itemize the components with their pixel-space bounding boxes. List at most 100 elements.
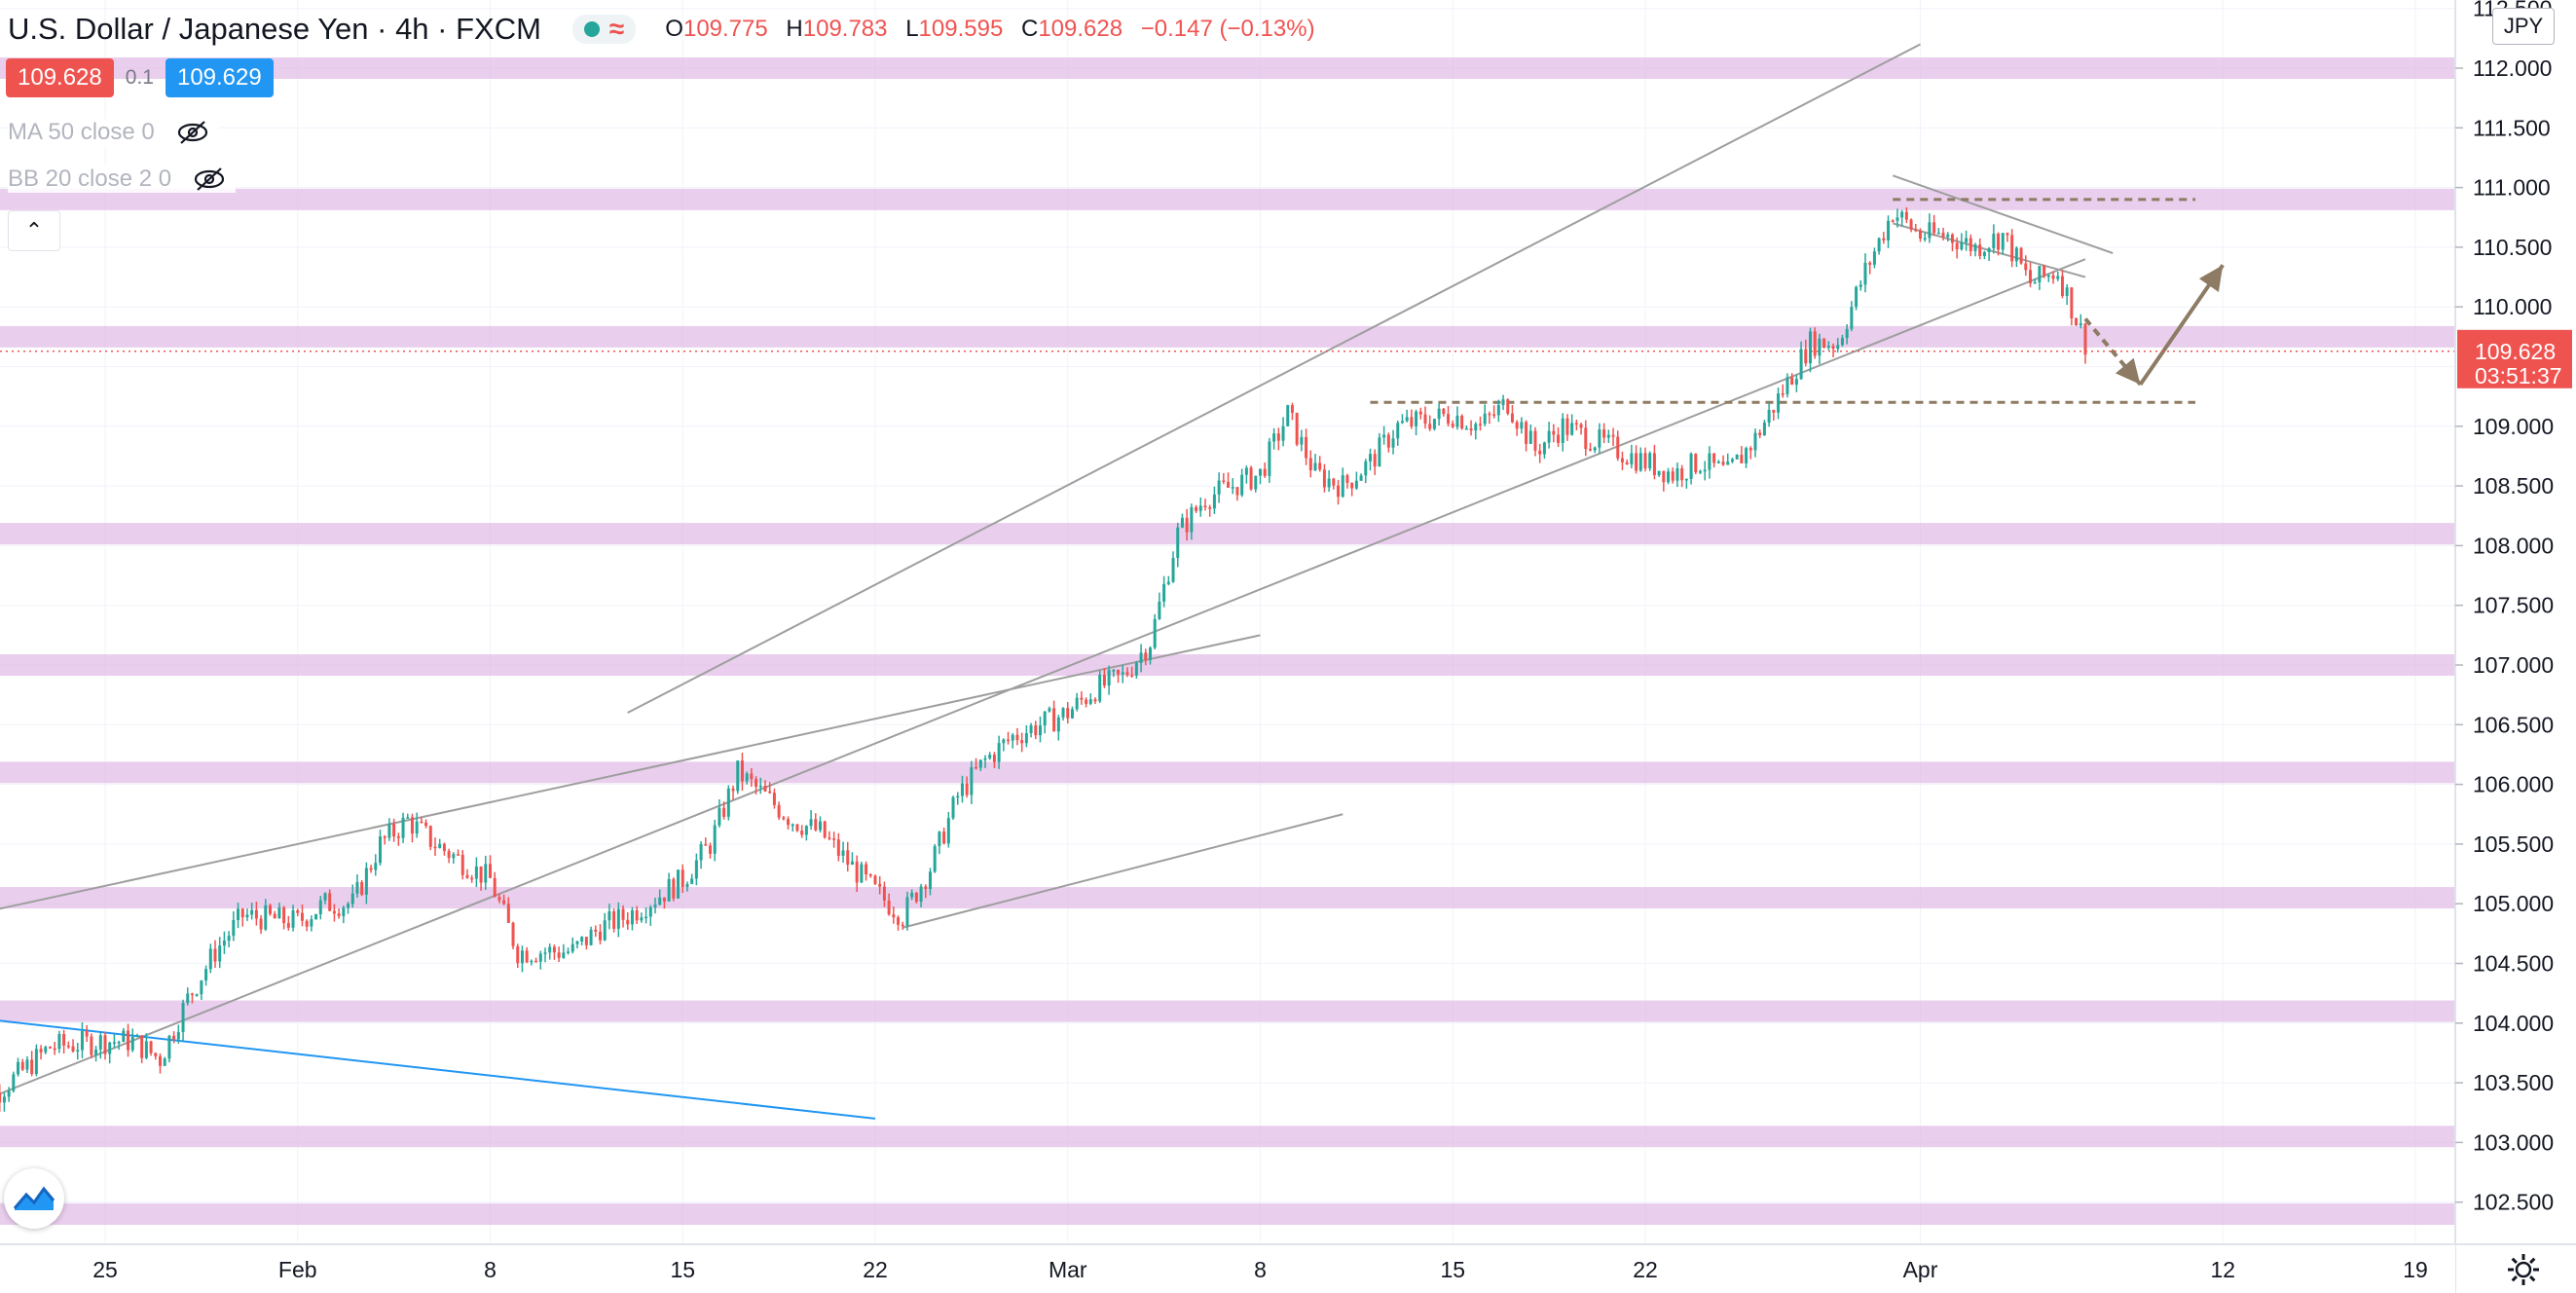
candle <box>1671 467 1674 484</box>
candle <box>832 831 836 848</box>
eye-off-icon[interactable] <box>193 166 226 192</box>
candle <box>159 1053 162 1074</box>
candle-body <box>76 1050 80 1052</box>
x-tick-label: 22 <box>863 1257 888 1282</box>
candle-body <box>232 919 236 937</box>
y-tick-label: 107.500 <box>2473 593 2554 618</box>
candle <box>1730 457 1734 463</box>
candle-body <box>1657 470 1661 476</box>
buy-button[interactable]: 109.629 <box>165 58 274 97</box>
candle-body <box>567 951 570 953</box>
candle <box>1400 414 1404 425</box>
candle-body <box>1341 475 1344 498</box>
candle <box>1492 405 1496 419</box>
x-tick-label: 22 <box>1633 1257 1658 1282</box>
candle-body <box>401 817 405 838</box>
candle <box>1337 479 1341 505</box>
candle <box>415 812 419 838</box>
candle-body <box>1932 222 1936 234</box>
candle <box>1070 706 1074 720</box>
candle <box>938 831 941 855</box>
candle-body <box>1579 424 1583 428</box>
candle <box>17 1057 20 1077</box>
candle-body <box>424 822 428 827</box>
candle <box>1932 214 1936 237</box>
candle <box>1501 394 1505 411</box>
gear-icon[interactable] <box>2504 1250 2543 1289</box>
candle-body <box>1863 262 1867 285</box>
y-tick-label: 110.500 <box>2473 235 2552 260</box>
currency-badge[interactable]: JPY <box>2492 8 2555 45</box>
candle-body <box>428 826 432 847</box>
candle <box>497 893 501 904</box>
candle <box>970 760 974 804</box>
candle <box>1034 720 1038 740</box>
candle <box>653 897 657 914</box>
candle-body <box>1900 211 1904 218</box>
tradingview-logo-icon[interactable] <box>4 1168 64 1229</box>
symbol-title[interactable]: U.S. Dollar / Japanese Yen · 4h · FXCM <box>8 12 541 46</box>
candle <box>1850 301 1854 332</box>
candle-body <box>1850 307 1854 329</box>
candle <box>39 1045 43 1060</box>
candle-body <box>1914 229 1918 232</box>
candle-body <box>305 920 309 927</box>
candle <box>1909 218 1913 233</box>
candle <box>506 897 510 923</box>
candle <box>1144 648 1148 666</box>
y-tick-label: 112.000 <box>2473 55 2552 81</box>
candle <box>1308 450 1312 478</box>
candle-body <box>1190 507 1194 533</box>
candle <box>1455 406 1459 430</box>
y-tick-label: 105.000 <box>2473 891 2554 916</box>
candle-body <box>612 911 616 929</box>
candle <box>1955 237 1959 259</box>
candle <box>795 824 799 832</box>
candle <box>1936 228 1940 235</box>
candle-body <box>731 788 735 792</box>
candle-body <box>1895 217 1899 221</box>
candle-body <box>474 866 478 879</box>
candle-body <box>672 878 676 899</box>
candle <box>1166 575 1170 586</box>
candle-body <box>1203 505 1207 508</box>
candle <box>76 1042 80 1060</box>
candle-body <box>1671 471 1674 481</box>
indicator-bb[interactable]: BB 20 close 2 0 <box>8 166 237 193</box>
y-tick-label: 102.500 <box>2473 1190 2554 1215</box>
high-value: 109.783 <box>802 16 888 42</box>
candle <box>1506 398 1510 416</box>
candle-body <box>181 1003 185 1032</box>
candle <box>905 892 909 931</box>
candle-body <box>208 948 212 970</box>
candle-body <box>1043 711 1047 726</box>
candle-body <box>1877 238 1881 252</box>
collapse-legend-button[interactable]: ⌃ <box>8 210 60 251</box>
candle-body <box>1276 433 1280 441</box>
candle-body <box>1125 672 1129 676</box>
candle <box>1648 451 1652 471</box>
candle-body <box>30 1059 34 1075</box>
eye-off-icon[interactable] <box>176 120 209 145</box>
sell-button[interactable]: 109.628 <box>6 58 114 97</box>
candle <box>1437 402 1441 426</box>
candle-body <box>1085 699 1088 704</box>
candle-body <box>1762 423 1766 436</box>
candle <box>1002 738 1006 752</box>
candle <box>1570 414 1574 436</box>
candle-body <box>1887 220 1891 240</box>
candle <box>1574 419 1578 430</box>
candle <box>1818 333 1822 365</box>
candle <box>1149 646 1152 665</box>
y-tick-label: 111.000 <box>2473 175 2551 201</box>
market-status-toggle[interactable]: ≈ <box>571 15 637 44</box>
candle <box>1716 460 1720 464</box>
candle <box>567 947 570 955</box>
candle <box>557 946 561 963</box>
indicator-ma[interactable]: MA 50 close 0 <box>8 119 219 146</box>
sr-zone <box>0 1202 2455 1225</box>
candle <box>396 832 400 846</box>
close-value: 109.628 <box>1038 16 1123 42</box>
candle <box>1863 253 1867 293</box>
